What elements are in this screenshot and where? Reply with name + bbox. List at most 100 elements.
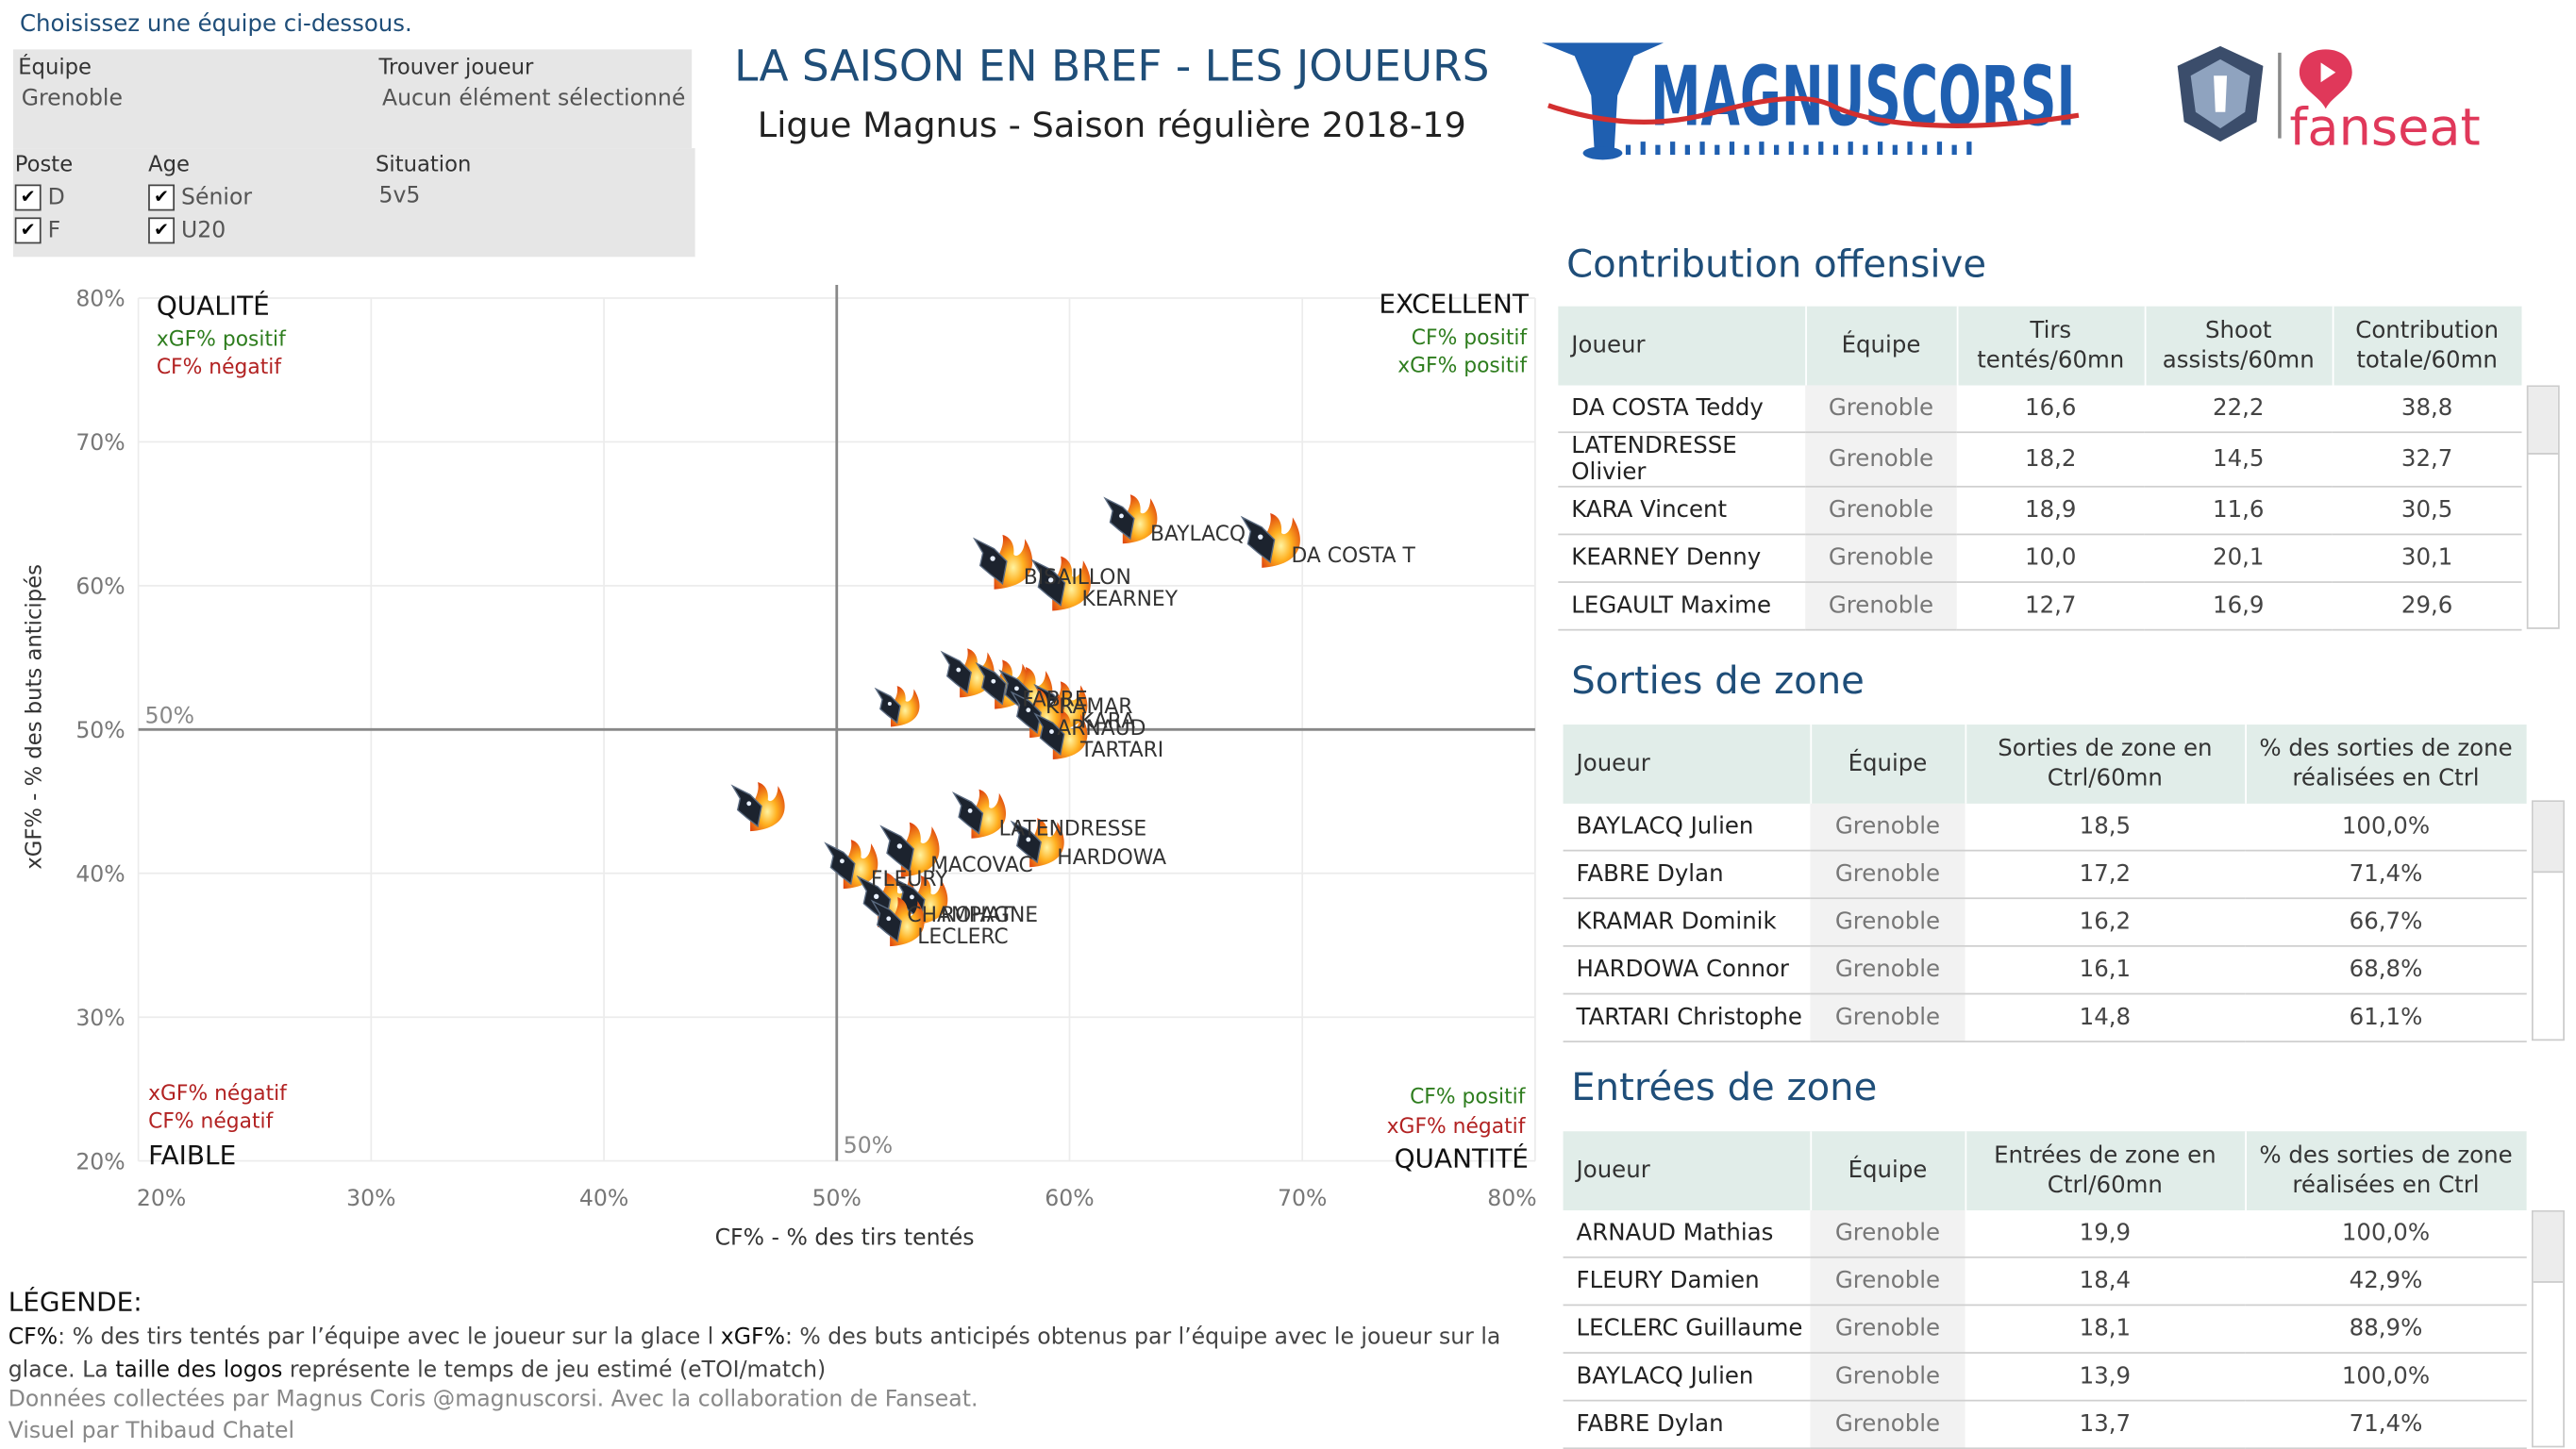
position-option-d[interactable]: ✔ D (14, 181, 65, 214)
entries-scrollbar[interactable] (2531, 1210, 2565, 1448)
emblem-eye-icon (886, 916, 892, 922)
player-logo-marker (1240, 512, 1300, 568)
exits-scrollbar[interactable] (2531, 800, 2565, 1041)
cell-value: 42,9% (2245, 1257, 2527, 1307)
col-header-assists[interactable]: Shoot assists/60mn (2144, 306, 2333, 386)
scrollbar-thumb[interactable] (2528, 387, 2558, 455)
cell-value: 14,5 (2144, 432, 2333, 488)
point-label: ROHAT (941, 904, 1012, 927)
table-row[interactable]: FLEURY Damien Grenoble 18,4 42,9% (1563, 1257, 2527, 1307)
cell-player: BAYLACQ Julien (1563, 803, 1811, 852)
cell-value: 11,6 (2144, 486, 2333, 536)
offense-scrollbar[interactable] (2526, 385, 2560, 629)
team-emblem-icon (879, 824, 914, 873)
table-row[interactable]: HARDOWA Connor Grenoble 16,1 68,8% (1563, 945, 2527, 995)
col-header-contribution[interactable]: Contribution totale/60mn (2332, 306, 2523, 386)
table-row[interactable]: BAYLACQ Julien Grenoble 13,9 100,0% (1563, 1353, 2527, 1402)
team-emblem-icon (870, 899, 902, 943)
table-row[interactable]: BAYLACQ Julien Grenoble 18,5 100,0% (1563, 803, 2527, 852)
filter-hint: Choisissez une équipe ci-dessous. (19, 11, 412, 39)
col-header-player[interactable]: Joueur (1563, 1131, 1812, 1211)
col-header-team[interactable]: Équipe (1805, 306, 1958, 386)
table-row[interactable]: FABRE Dylan Grenoble 17,2 71,4% (1563, 850, 2527, 900)
checkbox-checked-icon[interactable]: ✔ (148, 217, 176, 244)
cell-player: BAYLACQ Julien (1563, 1353, 1811, 1402)
exits-section-title: Sorties de zone (1571, 659, 1865, 704)
checkbox-checked-icon[interactable]: ✔ (148, 184, 176, 211)
age-option-senior[interactable]: ✔ Sénior (148, 181, 252, 214)
team-emblem-icon (1240, 515, 1276, 564)
table-row[interactable]: LATENDRESSE Olivier Grenoble 18,2 14,5 32,7 (1558, 432, 2522, 488)
checkbox-checked-icon[interactable]: ✔ (14, 217, 42, 244)
col-header-player[interactable]: Joueur (1563, 724, 1812, 804)
emblem-eye-icon (896, 843, 903, 849)
col-header-shots[interactable]: Tirs tentés/60mn (1956, 306, 2146, 386)
emblem-eye-icon (910, 894, 914, 900)
col-header-team[interactable]: Équipe (1810, 1131, 1966, 1211)
col-header-exits-pct[interactable]: % des sorties de zone réalisées en Ctrl (2245, 724, 2528, 804)
emblem-eye-icon (874, 893, 879, 899)
quadrant-note: xGF% positif (1397, 355, 1528, 378)
cell-value: 18,4 (1965, 1257, 2246, 1307)
position-filter-label: Poste (14, 153, 74, 178)
team-emblem-icon (1030, 558, 1066, 607)
svg-text:MAGNUSCORSI: MAGNUSCORSI (1650, 49, 2075, 145)
team-emblem-icon (1033, 712, 1065, 756)
team-filter-label: Équipe (18, 56, 92, 81)
table-row[interactable]: ARNAUD Mathias Grenoble 19,9 100,0% (1563, 1210, 2527, 1258)
cell-team: Grenoble (1810, 1305, 1965, 1354)
cell-value: 100,0% (2245, 1210, 2527, 1258)
table-row[interactable]: TARTARI Christophe Grenoble 14,8 61,1% (1563, 993, 2527, 1042)
situation-filter-dropdown[interactable]: 5v5 (378, 182, 421, 209)
table-row[interactable]: FABRE Dylan Grenoble 13,7 71,4% (1563, 1400, 2527, 1449)
col-header-entries-pct[interactable]: % des sorties de zone réalisées en Ctrl (2245, 1131, 2528, 1211)
player-logo-marker (874, 686, 920, 727)
x-tick-label: 20% (137, 1185, 186, 1211)
x-tick-label: 30% (346, 1185, 395, 1211)
team-emblem-icon (1010, 820, 1042, 864)
reference-lines: 50% 50% (138, 284, 1535, 1161)
col-header-entries-rate[interactable]: Entrées de zone en Ctrl/60mn (1965, 1131, 2247, 1211)
table-row[interactable]: KARA Vincent Grenoble 18,9 11,6 30,5 (1558, 486, 2522, 536)
table-row[interactable]: LECLERC Guillaume Grenoble 18,1 88,9% (1563, 1305, 2527, 1354)
quadrant-note: CF% positif (1410, 1086, 1527, 1109)
emblem-eye-icon (967, 808, 973, 813)
col-header-exits-rate[interactable]: Sorties de zone en Ctrl/60mn (1965, 724, 2247, 804)
cell-team: Grenoble (1805, 582, 1957, 631)
cell-player: KARA Vincent (1558, 486, 1806, 536)
cell-player: LEGAULT Maxime (1558, 582, 1806, 631)
cell-value: 18,9 (1956, 486, 2145, 536)
cell-team: Grenoble (1805, 534, 1957, 583)
scatter-chart: 50% 50% 20% 30% 40% 50% 60% 70% 80% 20% 30% 40% 50%… (75, 284, 1537, 1211)
cell-team: Grenoble (1805, 432, 1957, 488)
player-logo-marker (1033, 709, 1088, 759)
scrollbar-thumb[interactable] (2533, 802, 2564, 874)
table-row[interactable]: LEGAULT Maxime Grenoble 12,7 16,9 29,6 (1558, 582, 2522, 631)
age-option-u20[interactable]: ✔ U20 (148, 214, 252, 247)
player-search-dropdown[interactable]: Aucun élément sélectionné (381, 85, 686, 112)
quadrant-note: xGF% positif (157, 328, 287, 352)
col-header-team[interactable]: Équipe (1810, 724, 1966, 804)
checkbox-checked-icon[interactable]: ✔ (14, 184, 42, 211)
scrollbar-thumb[interactable] (2533, 1211, 2564, 1283)
table-row[interactable]: DA COSTA Teddy Grenoble 16,6 22,2 38,8 (1558, 385, 2522, 434)
emblem-eye-icon (991, 678, 996, 684)
logo-tower-icon (1541, 42, 1664, 152)
cell-value: 71,4% (2245, 850, 2527, 900)
team-emblem-icon (975, 661, 1007, 706)
col-header-player[interactable]: Joueur (1558, 306, 1807, 386)
position-option-f[interactable]: ✔ F (14, 214, 65, 247)
offense-table: Joueur Équipe Tirs tentés/60mn Shoot ass… (1558, 306, 2523, 631)
cell-value: 12,7 (1956, 582, 2145, 631)
emblem-eye-icon (956, 667, 962, 673)
table-row[interactable]: KEARNEY Denny Grenoble 10,0 20,1 30,1 (1558, 534, 2522, 583)
team-filter-dropdown[interactable]: Grenoble (21, 85, 123, 112)
emblem-eye-icon (1258, 534, 1263, 540)
cell-value: 10,0 (1956, 534, 2145, 583)
data-points (730, 494, 1300, 947)
cell-value: 66,7% (2245, 898, 2527, 947)
table-row[interactable]: KRAMAR Dominik Grenoble 16,2 66,7% (1563, 898, 2527, 947)
cell-value: 100,0% (2245, 803, 2527, 852)
emblem-eye-icon (1026, 708, 1031, 713)
